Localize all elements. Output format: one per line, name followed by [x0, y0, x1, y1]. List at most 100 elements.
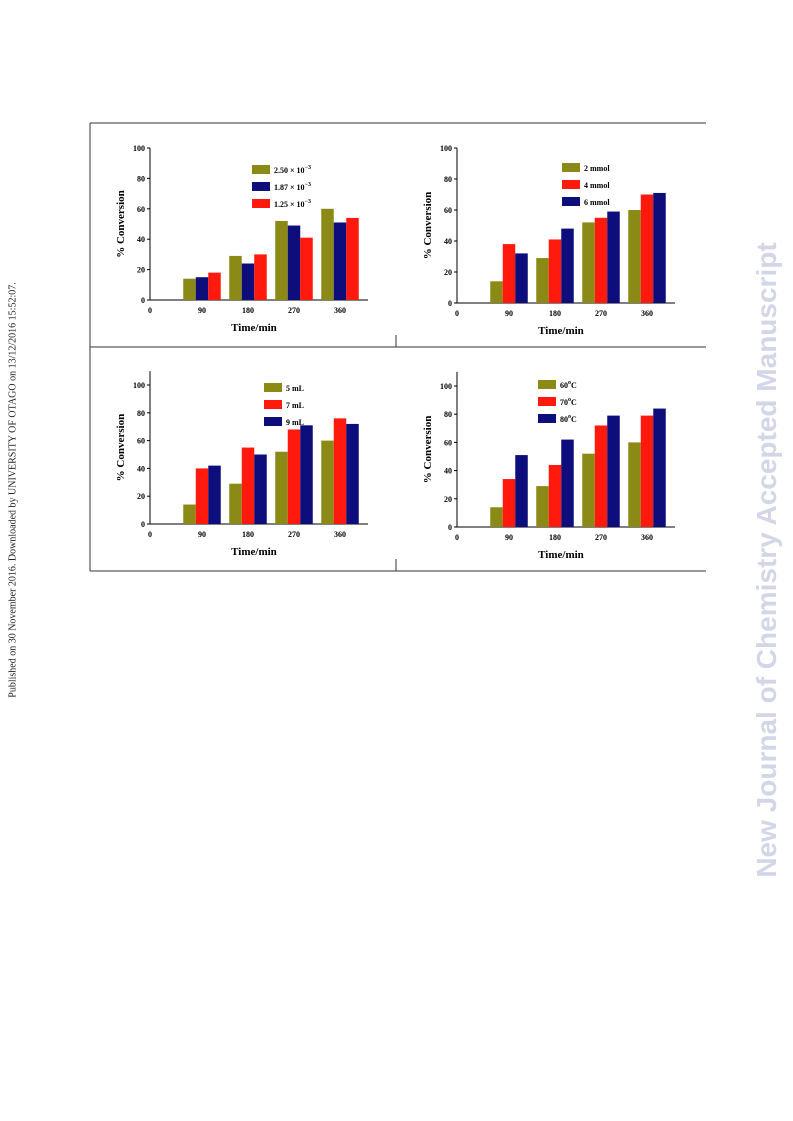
bar: [321, 441, 334, 524]
bar: [515, 253, 528, 303]
x-tick-label: 360: [641, 533, 653, 542]
bar: [183, 505, 196, 524]
x-tick-label: 360: [641, 309, 653, 318]
bar: [183, 279, 196, 300]
legend-swatch: [264, 400, 282, 409]
legend-label: 60oC: [560, 380, 577, 390]
y-tick-label: 60: [137, 205, 145, 214]
x-axis-title: Time/min: [231, 322, 277, 334]
bar: [254, 455, 267, 525]
bar: [229, 484, 242, 524]
y-tick-label: 80: [444, 175, 452, 184]
bar: [334, 222, 347, 300]
y-tick-label: 0: [141, 520, 145, 529]
bar: [242, 264, 255, 300]
legend-label: 9 mL: [286, 418, 304, 427]
x-tick-label: 270: [595, 533, 607, 542]
bar: [549, 239, 562, 303]
y-tick-label: 100: [133, 381, 145, 390]
y-tick-label: 40: [444, 237, 452, 246]
legend-swatch: [562, 180, 580, 189]
x-tick-label: 0: [148, 530, 152, 539]
bar: [275, 221, 288, 300]
bar: [490, 281, 503, 303]
bar: [288, 429, 301, 524]
bar: [503, 244, 516, 303]
bar: [300, 425, 313, 524]
bar: [208, 466, 221, 524]
legend-swatch: [252, 165, 270, 174]
legend-swatch: [264, 417, 282, 426]
bar: [628, 442, 641, 527]
legend-label: 4 mmol: [584, 181, 610, 190]
y-tick-label: 20: [137, 266, 145, 275]
y-tick-label: 60: [444, 438, 452, 447]
bar: [515, 455, 528, 527]
chart-panel-1: 020406080100090180270360Time/min% Conver…: [115, 144, 368, 334]
bar: [653, 193, 666, 303]
bar: [275, 452, 288, 524]
y-tick-label: 60: [444, 206, 452, 215]
legend-swatch: [252, 182, 270, 191]
y-axis-title: % Conversion: [115, 190, 127, 258]
y-tick-label: 80: [137, 409, 145, 418]
x-axis-title: Time/min: [231, 546, 277, 558]
bar: [582, 222, 595, 303]
x-tick-label: 180: [242, 306, 254, 315]
y-tick-label: 100: [133, 144, 145, 153]
x-axis-title: Time/min: [538, 549, 584, 561]
y-tick-label: 80: [137, 174, 145, 183]
x-tick-label: 180: [549, 533, 561, 542]
y-tick-label: 20: [444, 268, 452, 277]
y-tick-label: 20: [137, 492, 145, 501]
legend-label: 2 mmol: [584, 164, 610, 173]
y-axis-title: % Conversion: [422, 192, 434, 260]
x-tick-label: 270: [288, 306, 300, 315]
legend-swatch: [252, 199, 270, 208]
y-axis-title: % Conversion: [115, 414, 127, 482]
x-tick-label: 0: [455, 533, 459, 542]
bar: [346, 424, 359, 524]
legend-label: 5 mL: [286, 384, 304, 393]
y-tick-label: 0: [448, 523, 452, 532]
x-tick-label: 90: [505, 309, 513, 318]
bar: [582, 454, 595, 527]
y-tick-label: 100: [440, 382, 452, 391]
y-axis-title: % Conversion: [422, 416, 434, 484]
bar: [321, 209, 334, 300]
y-tick-label: 0: [448, 299, 452, 308]
legend-swatch: [538, 414, 556, 423]
legend-swatch: [562, 197, 580, 206]
bar: [607, 416, 620, 527]
legend-swatch: [562, 163, 580, 172]
x-tick-label: 90: [198, 306, 206, 315]
bar: [607, 212, 620, 303]
legend-label: 7 mL: [286, 401, 304, 410]
bar: [641, 195, 654, 304]
chart-panel-2: 020406080100090180270360Time/min% Conver…: [422, 144, 675, 337]
legend-label: 2.50 × 10−3: [274, 165, 311, 175]
bar: [334, 418, 347, 524]
bar: [196, 277, 209, 300]
bar: [208, 273, 221, 300]
bar: [288, 226, 301, 300]
y-tick-label: 0: [141, 296, 145, 305]
bar: [536, 258, 549, 303]
legend-label: 1.25 × 10−3: [274, 199, 311, 209]
x-tick-label: 90: [505, 533, 513, 542]
y-tick-label: 60: [137, 437, 145, 446]
legend-swatch: [538, 380, 556, 389]
chart-panel-3: 020406080100090180270360Time/min% Conver…: [115, 371, 368, 558]
bar: [595, 425, 608, 527]
bar: [653, 409, 666, 527]
bar: [641, 416, 654, 527]
y-tick-label: 40: [137, 235, 145, 244]
bar: [242, 448, 255, 524]
bar: [196, 468, 209, 524]
y-tick-label: 100: [440, 144, 452, 153]
bar: [229, 256, 242, 300]
y-tick-label: 20: [444, 495, 452, 504]
legend-swatch: [264, 383, 282, 392]
bar: [561, 440, 574, 527]
